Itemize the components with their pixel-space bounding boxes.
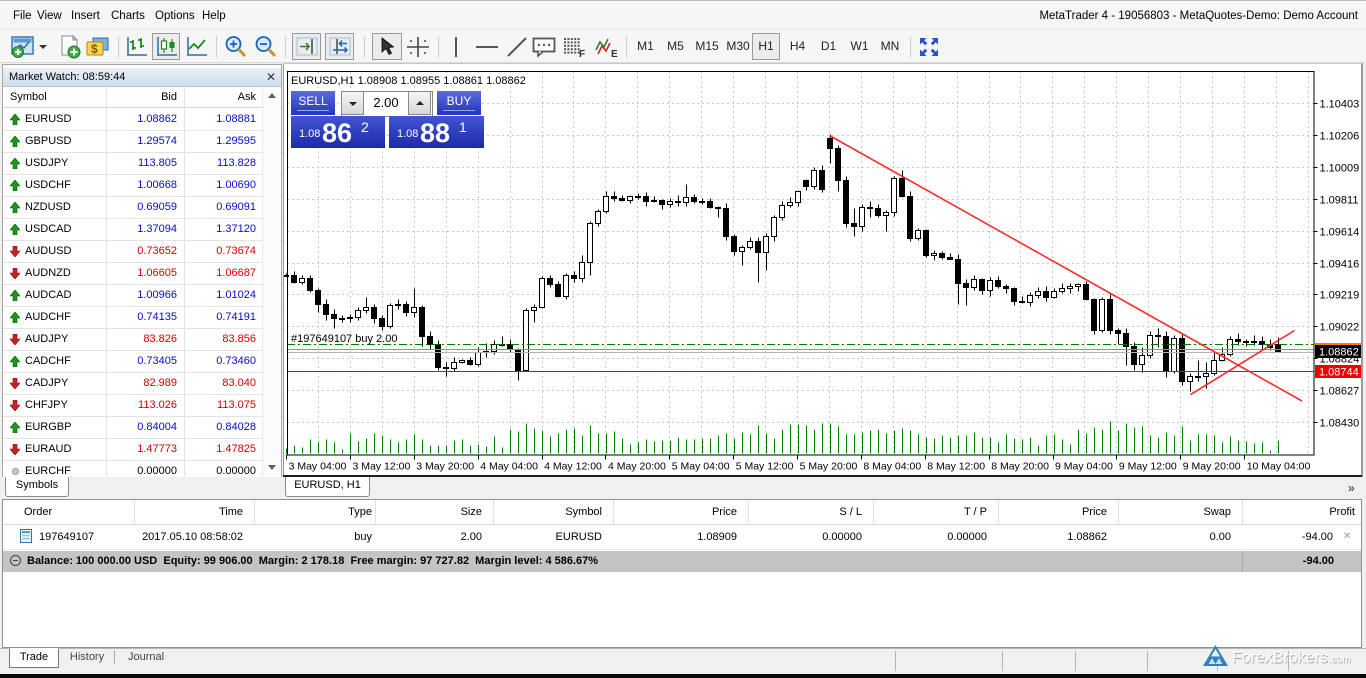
- svg-text:9 May 04:00: 9 May 04:00: [1055, 461, 1113, 473]
- svg-text:9 May 20:00: 9 May 20:00: [1183, 461, 1241, 473]
- svg-text:9 May 12:00: 9 May 12:00: [1119, 461, 1177, 473]
- svg-text:10 May 04:00: 10 May 04:00: [1247, 461, 1311, 473]
- svg-text:1.10206: 1.10206: [1320, 131, 1360, 143]
- svg-text:8 May 12:00: 8 May 12:00: [927, 461, 985, 473]
- svg-text:EURUSD,H1 1.08908 1.08955 1.0: EURUSD,H1 1.08908 1.08955 1.08861 1.0886…: [291, 75, 526, 87]
- svg-text:1.09416: 1.09416: [1320, 259, 1360, 271]
- svg-text:1.09219: 1.09219: [1320, 290, 1360, 302]
- svg-text:8 May 20:00: 8 May 20:00: [991, 461, 1049, 473]
- svg-text:$: $: [91, 42, 98, 56]
- svg-text:ForexBrokers.com: ForexBrokers.com: [1232, 650, 1351, 667]
- svg-text:1.09811: 1.09811: [1320, 195, 1359, 207]
- svg-text:1.08430: 1.08430: [1320, 418, 1360, 430]
- svg-text:E: E: [611, 49, 618, 58]
- svg-text:1.09022: 1.09022: [1320, 322, 1360, 334]
- svg-text:ForexBrokers.com: ForexBrokers.com: [1233, 651, 1352, 668]
- svg-text:1.10009: 1.10009: [1320, 163, 1360, 175]
- svg-text:3 May 04:00: 3 May 04:00: [289, 461, 347, 473]
- svg-text:4 May 04:00: 4 May 04:00: [480, 461, 538, 473]
- svg-text:4 May 20:00: 4 May 20:00: [608, 461, 666, 473]
- svg-text:1.09614: 1.09614: [1320, 227, 1360, 239]
- svg-text:4 May 12:00: 4 May 12:00: [544, 461, 602, 473]
- svg-text:#197649107 buy 2.00: #197649107 buy 2.00: [291, 333, 397, 345]
- svg-text:1.08862: 1.08862: [1319, 347, 1359, 359]
- svg-text:8 May 04:00: 8 May 04:00: [863, 461, 921, 473]
- svg-text:3 May 20:00: 3 May 20:00: [416, 461, 474, 473]
- svg-text:1.08627: 1.08627: [1320, 386, 1360, 398]
- svg-text:5 May 12:00: 5 May 12:00: [736, 461, 794, 473]
- svg-text:5 May 20:00: 5 May 20:00: [800, 461, 858, 473]
- svg-text:1.10403: 1.10403: [1320, 99, 1360, 111]
- svg-text:3 May 12:00: 3 May 12:00: [353, 461, 411, 473]
- svg-text:1.08744: 1.08744: [1319, 367, 1359, 379]
- svg-text:F: F: [579, 49, 585, 58]
- svg-text:5 May 04:00: 5 May 04:00: [672, 461, 730, 473]
